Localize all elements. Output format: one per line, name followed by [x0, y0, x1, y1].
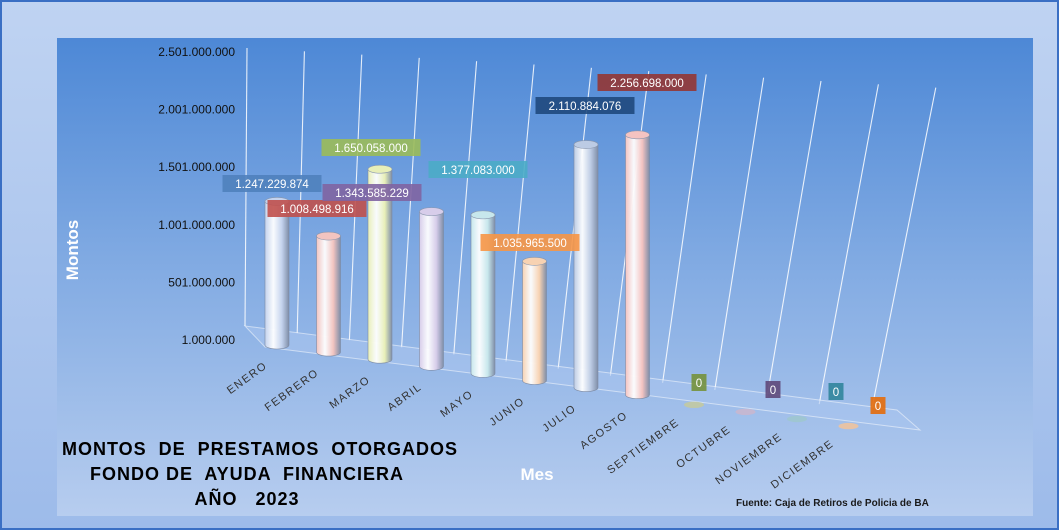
bar-top [367, 164, 393, 174]
x-tick-label: OCTUBRE [674, 424, 733, 471]
gridline [662, 74, 707, 383]
gridline [296, 51, 305, 334]
value-label: 0 [765, 381, 781, 398]
value-label: 0 [870, 397, 886, 414]
x-tick-label: FEBRERO [263, 367, 322, 414]
y-tick-label: 2.501.000.000 [158, 45, 235, 59]
value-label-box [428, 161, 528, 178]
chart-title-line-2: FONDO DE AYUDA FINANCIERA [89, 464, 404, 484]
source-note: Fuente: Caja de Retiros de Policia de BA [736, 498, 929, 509]
bar [264, 201, 290, 350]
value-label-text: 1.035.965.500 [493, 238, 567, 250]
value-label: 0 [691, 374, 707, 391]
value-label: 0 [828, 383, 844, 400]
value-label-box [828, 383, 844, 400]
bar [316, 235, 341, 357]
x-tick-label: DICIEMBRE [769, 438, 836, 492]
gridline [505, 64, 535, 362]
bar [625, 134, 650, 399]
y-tick-label: 1.501.000.000 [158, 160, 235, 174]
value-label: 2.256.698.000 [597, 74, 697, 91]
gridline [818, 84, 879, 405]
x-tick-label: MARZO [327, 374, 372, 411]
bar [735, 408, 756, 416]
value-label: 1.377.083.000 [428, 161, 528, 178]
value-label-box [267, 200, 367, 217]
y-tick-label: 501.000.000 [168, 275, 235, 289]
value-label-text: 0 [696, 378, 702, 390]
value-label-text: 1.650.058.000 [334, 143, 408, 155]
value-label-box [222, 175, 322, 192]
y-axis-ticks: 1.000.000 501.000.000 1.001.000.000 1.501.0… [158, 45, 235, 347]
gridline [766, 80, 822, 398]
value-label-text: 1.247.229.874 [235, 179, 309, 191]
x-tick-label: MAYO [438, 388, 475, 420]
bar [684, 401, 704, 408]
chart-title-line-1: MONTOS DE PRESTAMOS OTORGADOS [62, 439, 459, 459]
bar-top [419, 207, 444, 216]
gridline [401, 57, 420, 348]
value-label-text: 2.110.884.076 [549, 101, 622, 113]
value-label-box [597, 74, 697, 91]
chart-title-line-3: AÑO 2023 [194, 489, 300, 509]
value-label-box [765, 381, 781, 398]
bar-top [573, 140, 599, 149]
x-tick-label: AGOSTO [578, 409, 630, 452]
bar [573, 144, 599, 392]
bar [787, 415, 807, 423]
bar [522, 260, 547, 385]
value-label: 2.110.884.076 [535, 97, 635, 114]
x-tick-label: ENERO [225, 360, 270, 397]
y-tick-label: 1.001.000.000 [158, 218, 235, 232]
value-label-box [480, 234, 580, 251]
value-label-box [870, 397, 886, 414]
bar [838, 422, 859, 430]
y-tick-label: 2.001.000.000 [158, 103, 235, 117]
gridline [453, 61, 478, 355]
gridline [714, 77, 765, 390]
value-label-text: 1.343.585.229 [335, 188, 409, 200]
value-label: 1.247.229.874 [222, 175, 322, 192]
bars [264, 130, 859, 430]
bar [470, 214, 496, 378]
value-label: 1.008.498.916 [267, 200, 367, 217]
value-label-text: 0 [770, 385, 776, 397]
value-label-box [535, 97, 635, 114]
value-labels: 1.247.229.874 1.008.498.916 1.650.058.000 1… [222, 74, 886, 414]
value-label-text: 0 [833, 387, 839, 399]
gridline [870, 87, 937, 412]
value-label-text: 0 [875, 401, 881, 413]
x-tick-label: ABRIL [385, 381, 424, 414]
y-tick-label: 1.000.000 [182, 333, 236, 347]
bar-top [470, 210, 496, 220]
x-axis-label: Mes [520, 465, 553, 484]
value-label-box [691, 374, 707, 391]
value-label-text: 1.377.083.000 [441, 165, 515, 177]
value-label: 1.343.585.229 [322, 184, 422, 201]
value-label: 1.035.965.500 [480, 234, 580, 251]
bar-top [522, 256, 547, 266]
value-label-text: 1.008.498.916 [280, 204, 354, 216]
y-axis-label: Montos [63, 220, 82, 280]
value-label-box [322, 184, 422, 201]
value-label-box [321, 139, 421, 156]
bar [367, 168, 393, 364]
x-tick-label: JUNIO [487, 395, 527, 429]
x-tick-label: JULIO [540, 402, 578, 434]
value-label: 1.650.058.000 [321, 139, 421, 156]
value-label-text: 2.256.698.000 [610, 78, 684, 90]
bar-top [625, 130, 650, 140]
bar-top [316, 231, 341, 241]
bar [419, 211, 444, 371]
